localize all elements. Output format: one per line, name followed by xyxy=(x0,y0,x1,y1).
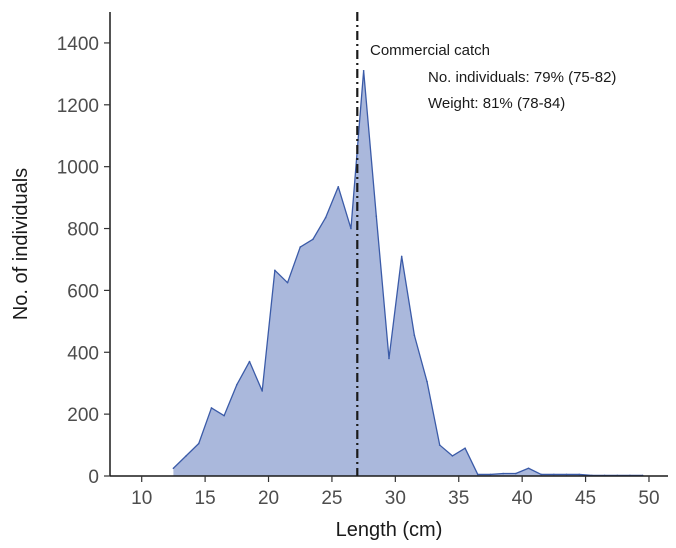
data-point xyxy=(553,473,555,476)
y-tick-label: 800 xyxy=(67,220,99,241)
data-point xyxy=(197,442,200,445)
data-point xyxy=(565,473,568,476)
data-point xyxy=(489,473,492,476)
data-point xyxy=(172,467,175,470)
y-tick-label: 1200 xyxy=(57,96,99,117)
data-point xyxy=(527,467,530,470)
data-point xyxy=(337,185,340,188)
series-line xyxy=(172,70,643,477)
annotation-no-individuals: No. individuals: 79% (75-82) xyxy=(428,69,616,86)
data-point xyxy=(236,383,238,386)
y-tick-label: 200 xyxy=(67,405,99,426)
data-point xyxy=(362,69,365,72)
y-tick-label: 1400 xyxy=(57,34,99,55)
data-point xyxy=(515,472,517,475)
annotation-weight: Weight: 81% (78-84) xyxy=(428,95,565,112)
data-point xyxy=(413,334,416,337)
annotation-commercial-catch: Commercial catch xyxy=(370,42,490,59)
x-tick-label: 35 xyxy=(448,488,469,509)
data-point xyxy=(261,390,263,392)
x-axis-title: Length (cm) xyxy=(336,519,443,541)
data-point xyxy=(438,444,441,446)
data-point xyxy=(400,255,403,258)
data-point xyxy=(248,360,251,363)
y-axis-ticks: 0 200 400 600 800 1000 1200 1400 xyxy=(57,34,110,488)
y-tick-label: 400 xyxy=(67,343,99,364)
data-point xyxy=(464,447,466,449)
data-point xyxy=(210,407,213,409)
x-tick-label: 45 xyxy=(575,488,596,509)
data-point xyxy=(451,455,454,457)
x-tick-label: 10 xyxy=(131,488,152,509)
x-tick-label: 15 xyxy=(195,488,216,509)
data-point xyxy=(476,473,479,476)
x-tick-label: 50 xyxy=(638,488,659,509)
data-point xyxy=(426,380,428,383)
data-point xyxy=(388,357,390,360)
data-point xyxy=(312,238,314,241)
data-point xyxy=(502,472,504,475)
data-point xyxy=(299,246,302,248)
data-point xyxy=(375,215,378,217)
x-tick-label: 20 xyxy=(258,488,279,509)
plot-area xyxy=(172,12,644,477)
x-tick-label: 30 xyxy=(385,488,406,509)
y-tick-label: 600 xyxy=(67,281,99,302)
y-axis-title: No. of individuals xyxy=(10,168,32,320)
data-point xyxy=(578,473,581,476)
x-axis-ticks: 10 15 20 25 30 35 40 45 50 xyxy=(131,476,660,509)
data-point xyxy=(185,455,187,457)
data-point xyxy=(350,227,352,230)
data-point xyxy=(540,473,542,476)
data-point xyxy=(274,269,276,272)
area-fill xyxy=(173,70,643,477)
data-point xyxy=(223,414,225,417)
y-tick-label: 0 xyxy=(88,467,99,488)
x-tick-label: 25 xyxy=(321,488,342,509)
x-tick-label: 40 xyxy=(512,488,533,509)
data-point xyxy=(286,281,289,284)
y-tick-label: 1000 xyxy=(57,158,99,179)
data-point xyxy=(324,216,327,219)
